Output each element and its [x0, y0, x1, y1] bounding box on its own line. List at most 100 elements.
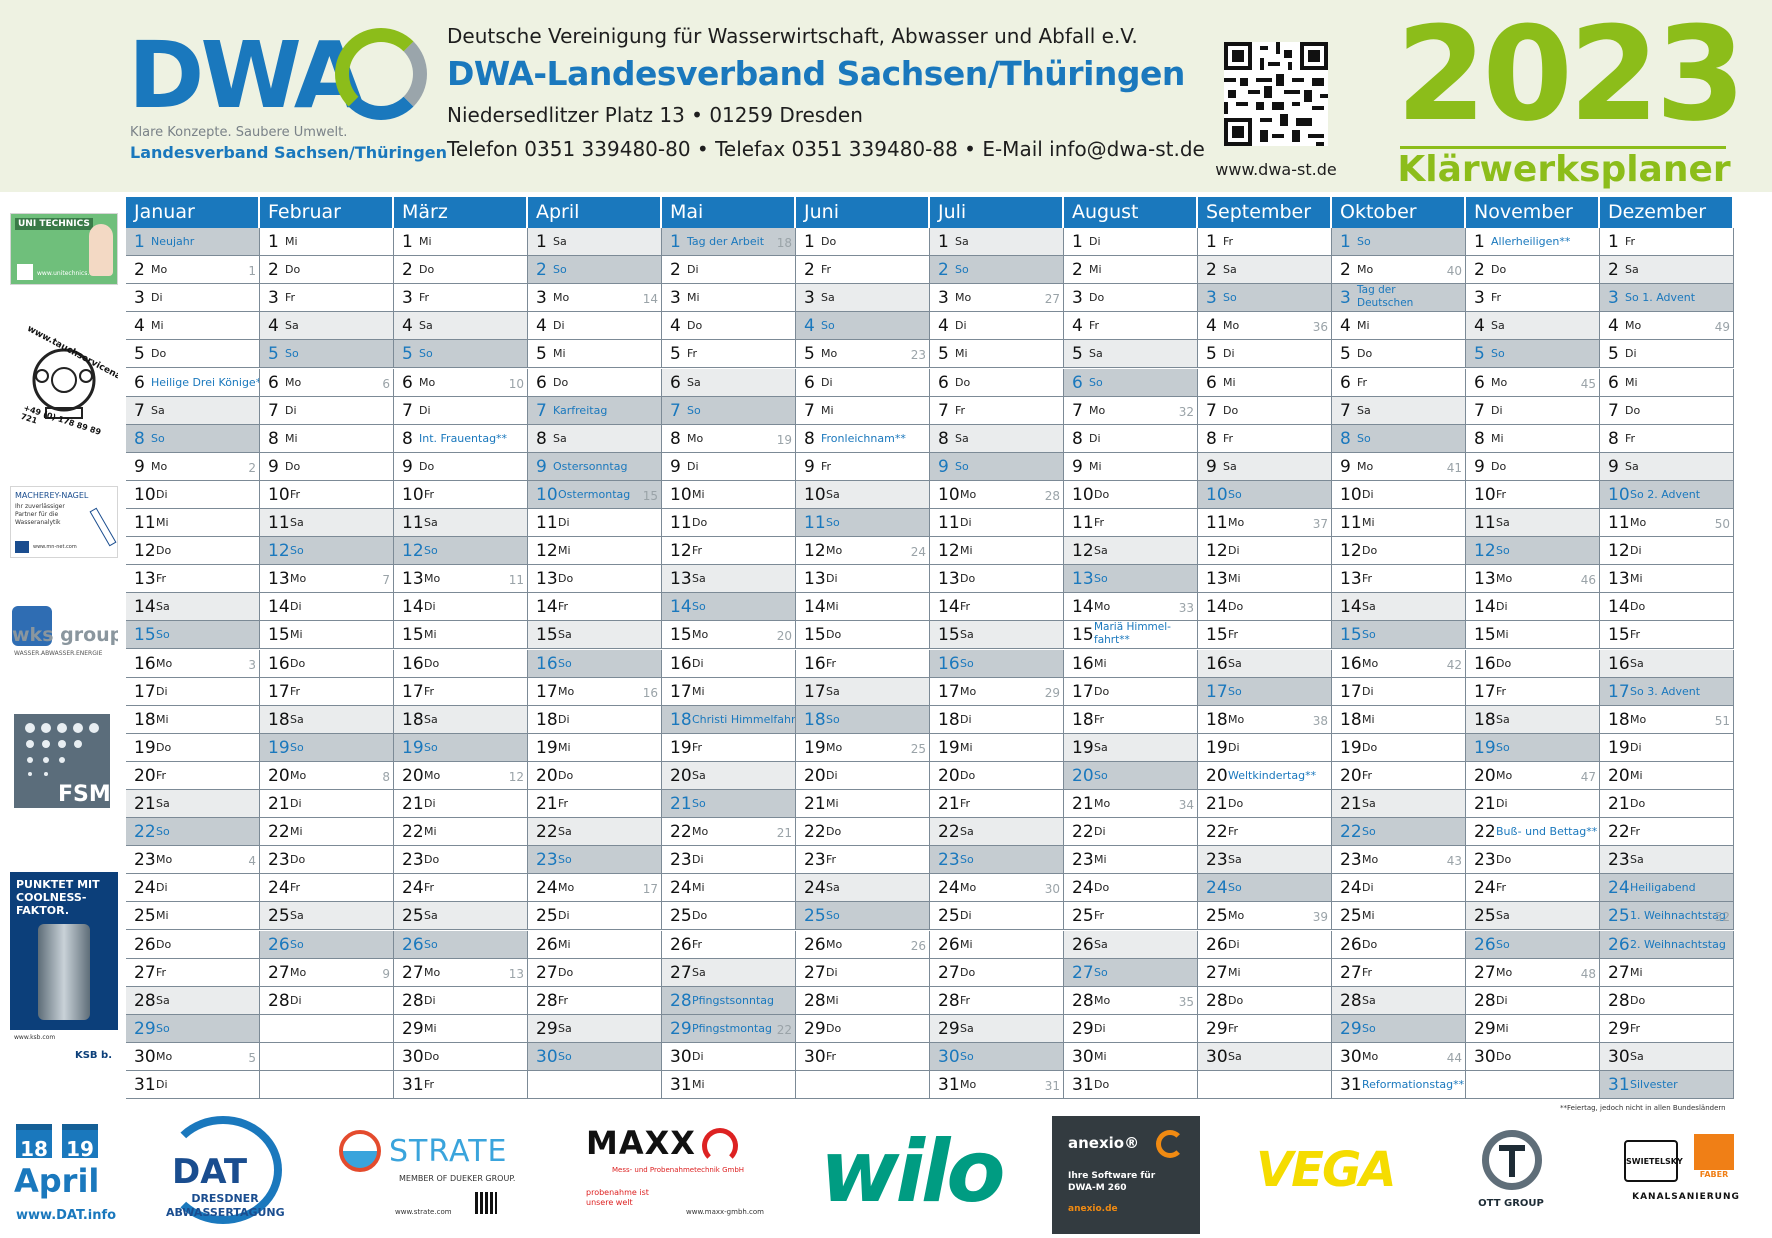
day-cell[interactable]: 23 So [930, 846, 1064, 875]
day-cell[interactable]: 22 So [126, 818, 260, 847]
day-cell[interactable]: 19 Mi [930, 733, 1064, 762]
day-cell[interactable]: 4 Do [662, 312, 796, 341]
day-cell[interactable]: 24 Do [1064, 874, 1198, 903]
day-cell[interactable]: 5 So [1466, 340, 1600, 369]
day-cell[interactable]: 24 Fr [394, 874, 528, 903]
day-cell[interactable]: 27 Fr [126, 958, 260, 987]
day-cell[interactable]: 20 Fr [1332, 761, 1466, 790]
day-cell[interactable]: 18 Mi [126, 705, 260, 734]
day-cell[interactable]: 14 Di [1466, 593, 1600, 622]
day-cell[interactable]: 4 Mi [126, 312, 260, 341]
day-cell[interactable]: 7 Do [1198, 396, 1332, 425]
day-cell[interactable]: 11 So [796, 509, 930, 537]
day-cell[interactable]: 28 Do [1600, 986, 1734, 1015]
day-cell[interactable]: 24 Di [1332, 874, 1466, 903]
day-cell[interactable]: 13 Fr [126, 565, 260, 594]
day-cell[interactable]: 6 Mo 45 [1466, 368, 1600, 397]
day-cell[interactable]: 9 Mo 41 [1332, 452, 1466, 481]
day-cell[interactable]: 30 Di [662, 1042, 796, 1071]
day-cell[interactable]: 30 So [528, 1042, 662, 1071]
day-cell[interactable]: 26 Mi [930, 930, 1064, 959]
day-cell[interactable]: 21 So [662, 790, 796, 818]
day-cell[interactable]: 25 Sa [260, 902, 394, 931]
day-cell[interactable]: 7 Di [1466, 396, 1600, 425]
day-cell[interactable]: 16 Do [260, 649, 394, 678]
day-cell[interactable]: 16 Mo 42 [1332, 649, 1466, 678]
day-cell[interactable]: 2 Do [394, 256, 528, 285]
day-cell[interactable]: 5 Di [1198, 340, 1332, 369]
day-cell[interactable]: 2 Fr [796, 256, 930, 285]
day-cell[interactable]: 31 Silvester [1600, 1071, 1734, 1099]
day-cell[interactable]: 14 Do [1600, 593, 1734, 622]
day-cell[interactable]: 15 Sa [930, 621, 1064, 650]
day-cell[interactable]: 29 So [1332, 1014, 1466, 1043]
day-cell[interactable]: 2 Do [260, 256, 394, 285]
day-cell[interactable]: 3 Fr [1466, 284, 1600, 313]
day-cell[interactable]: 4 Di [528, 312, 662, 341]
day-cell[interactable]: 23 Di [662, 846, 796, 875]
day-cell[interactable]: 1 So [1332, 228, 1466, 256]
day-cell[interactable]: 9 Di [662, 452, 796, 481]
day-cell[interactable]: 16 Sa [1198, 649, 1332, 678]
day-cell[interactable]: 11 Mo 37 [1198, 509, 1332, 537]
day-cell[interactable]: 28 Di [1466, 986, 1600, 1015]
day-cell[interactable]: 1 Fr [1600, 228, 1734, 256]
day-cell[interactable]: 14 Do [1198, 593, 1332, 622]
day-cell[interactable]: 9 Mo 2 [126, 452, 260, 481]
day-cell[interactable]: 7 Sa [126, 396, 260, 425]
day-cell[interactable]: 31 Reformationstag** [1332, 1071, 1466, 1099]
day-cell[interactable]: 14 Fr [528, 593, 662, 622]
day-cell[interactable]: 26 Di [1198, 930, 1332, 959]
day-cell[interactable]: 11 Di [930, 509, 1064, 537]
day-cell[interactable]: 7 Di [260, 396, 394, 425]
day-cell[interactable]: 24 Mo 17 [528, 874, 662, 903]
day-cell[interactable]: 21 Di [1466, 790, 1600, 818]
day-cell[interactable]: 1 Sa [528, 228, 662, 256]
ad-strate[interactable]: STRATE MEMBER OF DUEKER GROUP. www.strat… [335, 1116, 525, 1234]
day-cell[interactable]: 15 Do [796, 621, 930, 650]
day-cell[interactable]: 12 Mi [930, 537, 1064, 566]
day-cell[interactable]: 21 Di [260, 790, 394, 818]
day-cell[interactable]: 9 Fr [796, 452, 930, 481]
day-cell[interactable]: 9 Do [260, 452, 394, 481]
day-cell[interactable]: 19 Do [126, 733, 260, 762]
day-cell[interactable]: 17 Sa [796, 677, 930, 706]
day-cell[interactable]: 22 Buß- und Bettag** [1466, 818, 1600, 847]
day-cell[interactable]: 29 Fr [1600, 1014, 1734, 1043]
day-cell[interactable]: 22 Di [1064, 818, 1198, 847]
day-cell[interactable]: 24 So [1198, 874, 1332, 903]
day-cell[interactable]: 17 Fr [260, 677, 394, 706]
day-cell[interactable]: 22 Fr [1600, 818, 1734, 847]
day-cell[interactable]: 13 Mo 46 [1466, 565, 1600, 594]
day-cell[interactable]: 4 So [796, 312, 930, 341]
day-cell[interactable]: 28 Di [394, 986, 528, 1015]
day-cell[interactable]: 21 Mo 34 [1064, 790, 1198, 818]
day-cell[interactable]: 14 Mo 33 [1064, 593, 1198, 622]
day-cell[interactable]: 8 Mo 19 [662, 424, 796, 453]
day-cell[interactable]: 5 Mi [528, 340, 662, 369]
day-cell[interactable]: 4 Di [930, 312, 1064, 341]
day-cell[interactable]: 22 Mi [394, 818, 528, 847]
day-cell[interactable]: 12 Mo 24 [796, 537, 930, 566]
ad-wks-group[interactable]: wks group WASSER.ABWASSER.ENERGIE [10, 600, 118, 664]
day-cell[interactable]: 1 Mi [394, 228, 528, 256]
day-cell[interactable]: 1 Fr [1198, 228, 1332, 256]
day-cell[interactable]: 14 Mi [796, 593, 930, 622]
day-cell[interactable]: 15 Fr [1198, 621, 1332, 650]
day-cell[interactable]: 19 Do [1332, 733, 1466, 762]
day-cell[interactable]: 2 So [528, 256, 662, 285]
day-cell[interactable]: 13 Mi [1198, 565, 1332, 594]
day-cell[interactable]: 1 Allerheiligen** [1466, 228, 1600, 256]
day-cell[interactable]: 23 Fr [796, 846, 930, 875]
day-cell[interactable]: 30 Sa [1600, 1042, 1734, 1071]
day-cell[interactable]: 25 Di [528, 902, 662, 931]
day-cell[interactable]: 14 Fr [930, 593, 1064, 622]
day-cell[interactable]: 16 So [930, 649, 1064, 678]
day-cell[interactable]: 9 Do [394, 452, 528, 481]
day-cell[interactable]: 25 Mo 39 [1198, 902, 1332, 931]
day-cell[interactable]: 23 Do [260, 846, 394, 875]
day-cell[interactable]: 3 Sa [796, 284, 930, 313]
day-cell[interactable]: 31 Fr [394, 1071, 528, 1099]
day-cell[interactable]: 10 Sa [796, 480, 930, 509]
day-cell[interactable]: 11 Sa [394, 509, 528, 537]
